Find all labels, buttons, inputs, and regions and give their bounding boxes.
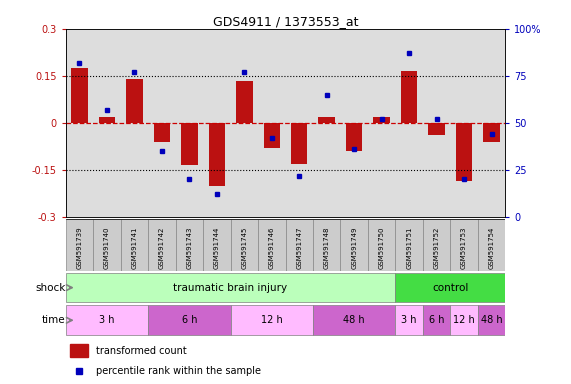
Bar	[456, 123, 472, 181]
Text: 3 h: 3 h	[99, 315, 115, 325]
Text: GSM591740: GSM591740	[104, 227, 110, 269]
Text: GSM591742: GSM591742	[159, 227, 165, 269]
Text: shock: shock	[35, 283, 66, 293]
Bar	[368, 219, 395, 271]
Text: 48 h: 48 h	[343, 315, 365, 325]
Text: 48 h: 48 h	[481, 315, 502, 325]
Bar	[423, 305, 451, 335]
Bar	[66, 305, 148, 335]
Bar	[258, 219, 286, 271]
Text: transformed count: transformed count	[96, 346, 187, 356]
Text: 6 h: 6 h	[429, 315, 444, 325]
Bar	[236, 81, 252, 123]
Bar	[148, 305, 231, 335]
Text: control: control	[432, 283, 469, 293]
Bar	[93, 219, 120, 271]
Text: GSM591754: GSM591754	[489, 227, 494, 269]
Bar	[346, 123, 363, 151]
Text: time: time	[42, 315, 66, 325]
Bar	[286, 219, 313, 271]
Bar	[154, 123, 170, 142]
Text: traumatic brain injury: traumatic brain injury	[174, 283, 288, 293]
Bar	[120, 219, 148, 271]
Bar	[70, 344, 88, 357]
Text: 6 h: 6 h	[182, 315, 197, 325]
Text: GSM591739: GSM591739	[77, 227, 82, 269]
Bar	[478, 219, 505, 271]
Bar	[99, 117, 115, 123]
Bar	[313, 305, 395, 335]
Bar	[340, 219, 368, 271]
Text: GSM591753: GSM591753	[461, 227, 467, 269]
Text: GSM591743: GSM591743	[186, 227, 192, 269]
Bar	[176, 219, 203, 271]
Bar	[373, 117, 390, 123]
Bar	[148, 219, 176, 271]
Bar	[478, 305, 505, 335]
Bar	[291, 123, 307, 164]
Bar	[66, 273, 395, 303]
Bar	[313, 219, 340, 271]
Bar	[208, 123, 225, 185]
Text: GSM591749: GSM591749	[351, 227, 357, 269]
Text: 12 h: 12 h	[453, 315, 475, 325]
Title: GDS4911 / 1373553_at: GDS4911 / 1373553_at	[213, 15, 358, 28]
Bar	[319, 117, 335, 123]
Bar	[263, 123, 280, 148]
Bar	[423, 219, 451, 271]
Text: 12 h: 12 h	[261, 315, 283, 325]
Bar	[66, 219, 93, 271]
Text: GSM591748: GSM591748	[324, 227, 329, 269]
Text: percentile rank within the sample: percentile rank within the sample	[96, 366, 262, 376]
Bar	[231, 219, 258, 271]
Text: 3 h: 3 h	[401, 315, 417, 325]
Text: GSM591744: GSM591744	[214, 227, 220, 269]
Bar	[401, 71, 417, 123]
Bar	[395, 273, 505, 303]
Text: GSM591752: GSM591752	[433, 227, 440, 269]
Bar	[395, 219, 423, 271]
Text: GSM591745: GSM591745	[242, 227, 247, 269]
Text: GSM591751: GSM591751	[406, 227, 412, 269]
Bar	[451, 305, 478, 335]
Bar	[126, 79, 143, 123]
Bar	[231, 305, 313, 335]
Bar	[428, 123, 445, 136]
Bar	[395, 305, 423, 335]
Bar	[71, 68, 88, 123]
Bar	[203, 219, 231, 271]
Text: GSM591746: GSM591746	[269, 227, 275, 269]
Bar	[483, 123, 500, 142]
Bar	[181, 123, 198, 165]
Text: GSM591741: GSM591741	[131, 227, 138, 269]
Text: GSM591750: GSM591750	[379, 227, 385, 269]
Bar	[451, 219, 478, 271]
Text: GSM591747: GSM591747	[296, 227, 302, 269]
